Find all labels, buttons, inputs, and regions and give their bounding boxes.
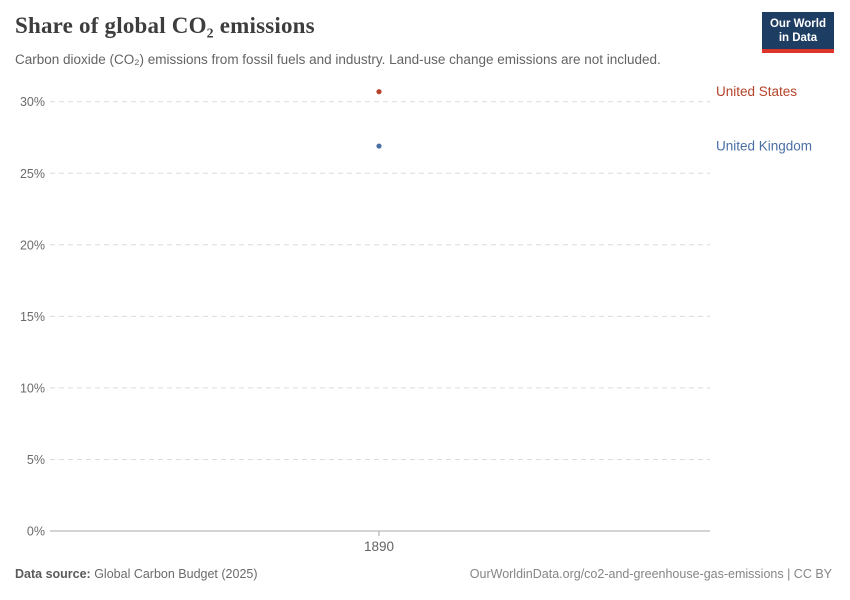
- series-label-united-states[interactable]: United States: [716, 84, 797, 99]
- y-tick-label: 30%: [20, 95, 45, 109]
- y-tick-label: 15%: [20, 310, 45, 324]
- y-tick-label: 25%: [20, 167, 45, 181]
- series-label-united-kingdom[interactable]: United Kingdom: [716, 139, 812, 154]
- attribution-note: OurWorldinData.org/co2-and-greenhouse-ga…: [469, 567, 832, 581]
- y-tick-label: 20%: [20, 238, 45, 252]
- x-tick-label: 1890: [364, 539, 394, 554]
- owid-logo-line1: Our World: [769, 18, 826, 30]
- data-point-united-states[interactable]: [376, 89, 382, 95]
- owid-logo-line2: in Data: [778, 32, 818, 45]
- data-source-label: Data source:: [15, 567, 91, 581]
- y-tick-label: 5%: [27, 453, 45, 467]
- data-source: Data source: Global Carbon Budget (2025): [15, 567, 258, 581]
- y-tick-label: 0%: [27, 525, 45, 539]
- page-title: Share of global CO₂ emissions: [15, 13, 315, 38]
- chart-footer: Data source: Global Carbon Budget (2025)…: [15, 567, 832, 581]
- y-tick-label: 10%: [20, 381, 45, 395]
- owid-logo: Our World in Data: [761, 12, 834, 53]
- data-point-united-kingdom[interactable]: [376, 143, 382, 149]
- data-source-value: Global Carbon Budget (2025): [90, 567, 258, 581]
- chart-subtitle: Carbon dioxide (CO₂) emissions from foss…: [15, 52, 661, 67]
